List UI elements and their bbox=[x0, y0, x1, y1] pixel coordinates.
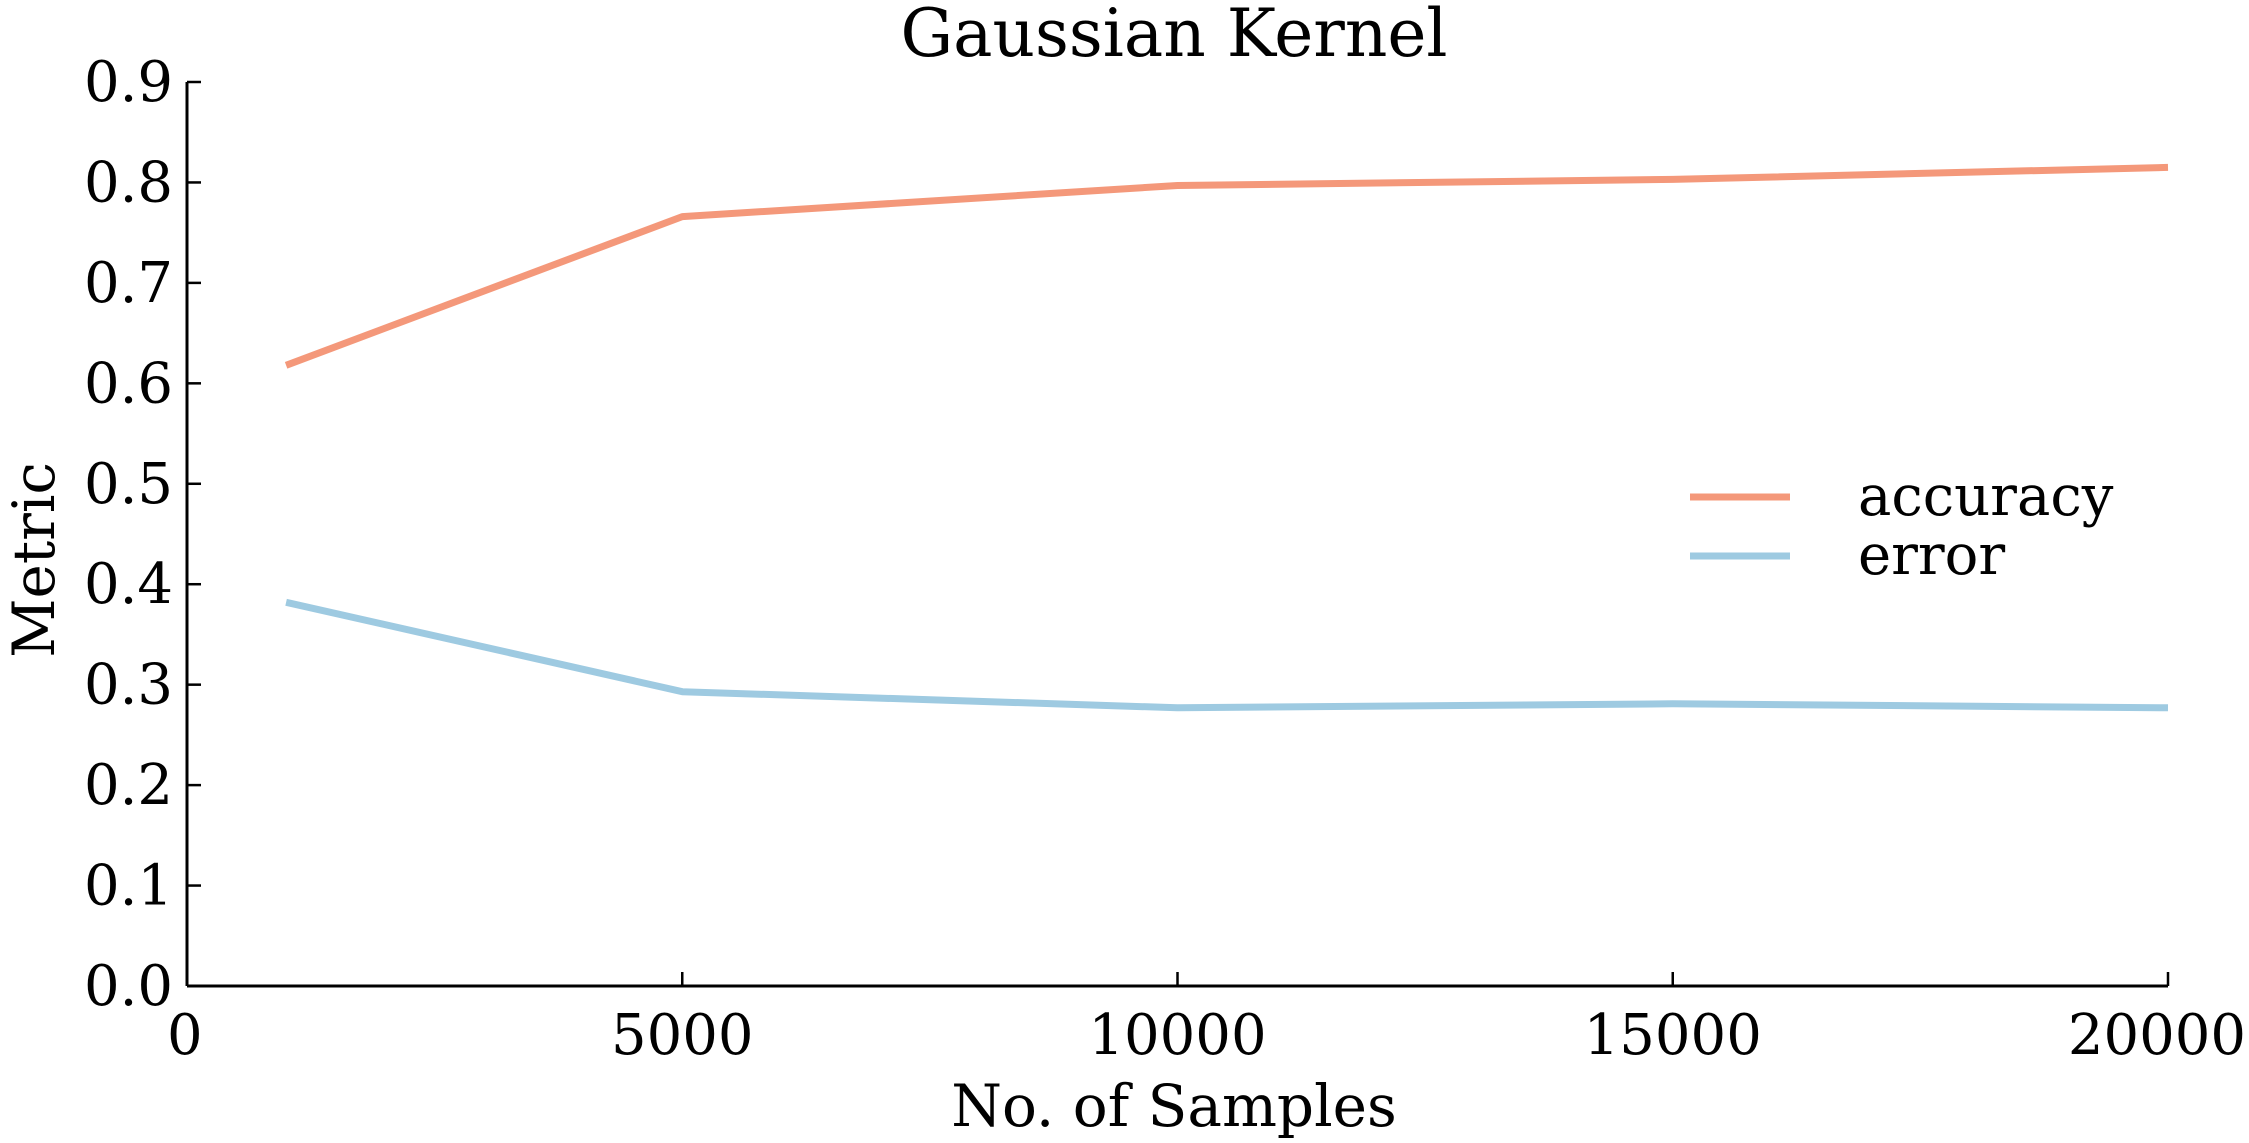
y-tick-label: 0.4 bbox=[84, 552, 173, 617]
x-tick-label: 0 bbox=[167, 1003, 203, 1068]
y-tick-label: 0.9 bbox=[84, 50, 173, 115]
chart-title: Gaussian Kernel bbox=[900, 0, 1447, 72]
series-line-error bbox=[285, 598, 2169, 712]
legend-label-error: error bbox=[1858, 523, 2005, 588]
x-axis-ticks: 0 5000 10000 15000 20000 bbox=[167, 972, 2246, 1068]
x-tick-label: 10000 bbox=[1088, 1003, 1266, 1068]
y-tick-label: 0.2 bbox=[84, 753, 173, 818]
series-line-accuracy bbox=[284, 163, 2169, 369]
x-tick-label: 5000 bbox=[611, 1003, 754, 1068]
x-tick-label: 20000 bbox=[2068, 1003, 2246, 1068]
y-tick-label: 0.8 bbox=[84, 150, 173, 215]
y-tick-label: 0.5 bbox=[84, 452, 173, 517]
x-tick-label: 15000 bbox=[1584, 1003, 1762, 1068]
y-tick-label: 0.1 bbox=[84, 854, 173, 919]
legend-label-accuracy: accuracy bbox=[1858, 464, 2114, 529]
y-tick-label: 0.3 bbox=[84, 653, 173, 718]
series-lines bbox=[284, 163, 2169, 712]
y-tick-label: 0.7 bbox=[84, 251, 173, 316]
y-axis-title: Metric bbox=[0, 462, 68, 658]
y-tick-label: 0.6 bbox=[84, 351, 173, 416]
y-tick-label: 0.0 bbox=[84, 954, 173, 1019]
x-axis-title: No. of Samples bbox=[951, 1072, 1396, 1140]
y-axis-ticks: 0.0 0.1 0.2 0.3 0.4 0.5 0.6 0.7 0.8 0.9 bbox=[84, 50, 201, 1019]
